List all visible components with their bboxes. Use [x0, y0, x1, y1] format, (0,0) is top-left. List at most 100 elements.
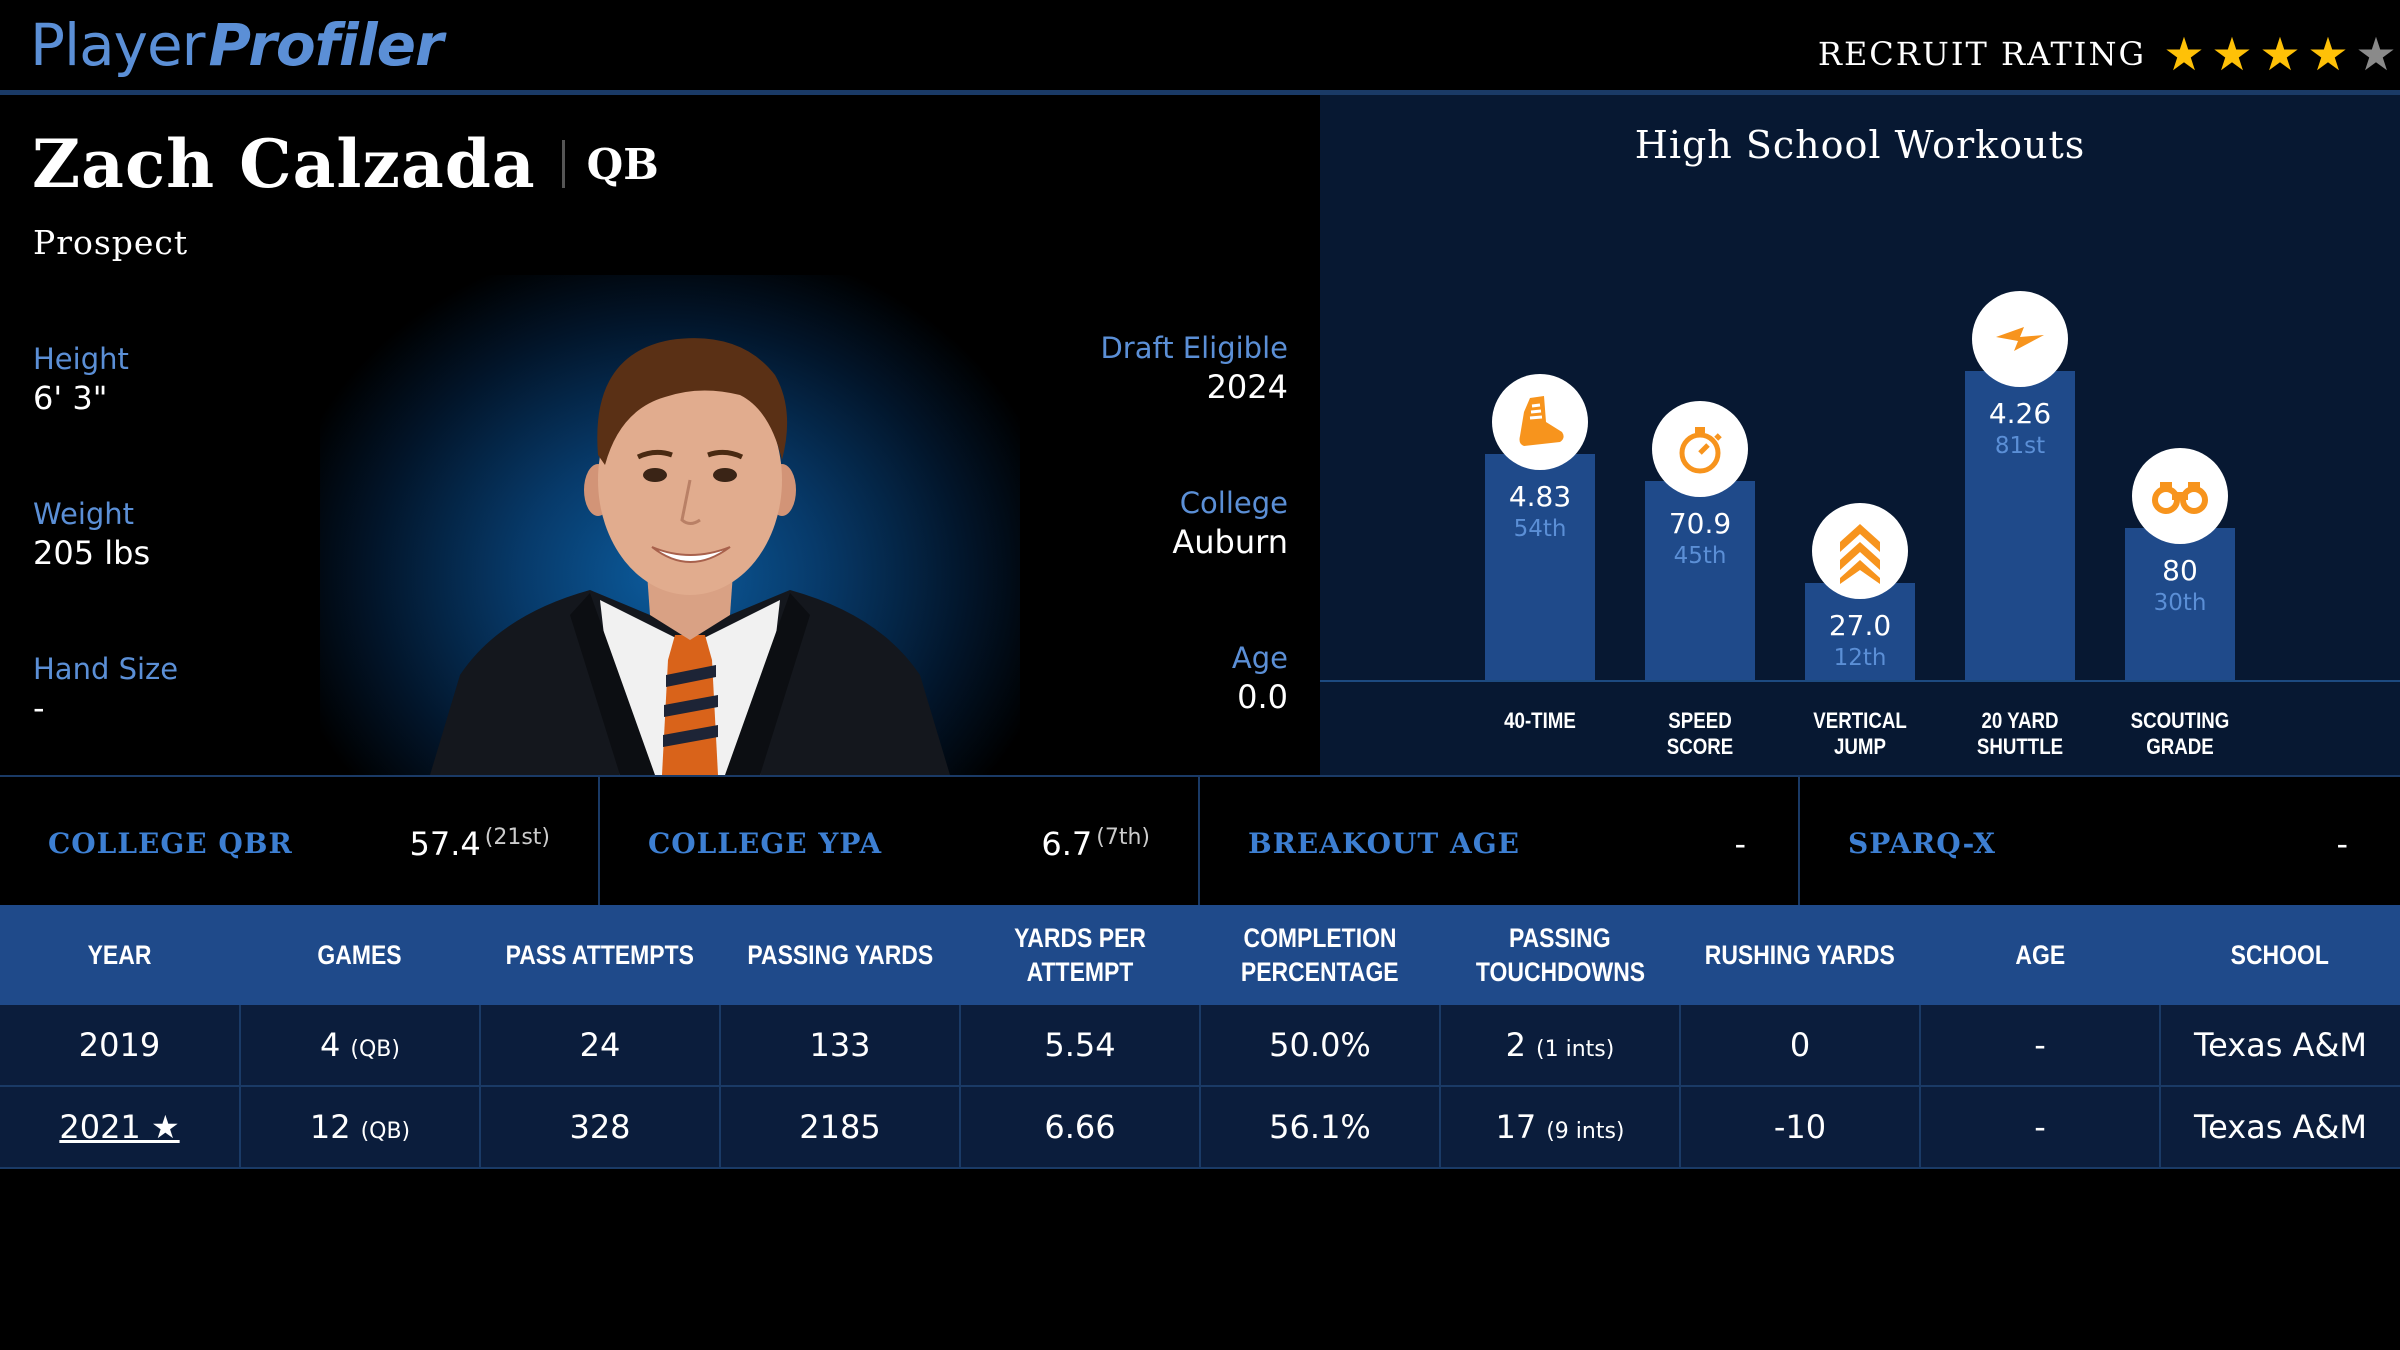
hand-size-stat: Hand Size -	[33, 650, 178, 728]
college-stats-table: YEAR GAMES PASS ATTEMPTS PASSING YARDS YARDS…	[0, 905, 2400, 1169]
workout-bar	[1645, 481, 1755, 680]
cell-ypa: 6.66	[960, 1086, 1201, 1169]
draft-eligible-label: Draft Eligible	[1100, 331, 1288, 365]
column-header-text: RUSHING YARDS	[1704, 940, 1896, 970]
workout-value: 4.26	[1988, 396, 2052, 430]
cell-passing-yards: 133	[720, 1005, 961, 1087]
star-filled-icon: ★	[2163, 27, 2205, 81]
name-divider	[561, 140, 565, 188]
column-header-text: COMPLETION	[1243, 923, 1397, 953]
age-stat: Age 0.0	[1232, 639, 1288, 717]
metric-number: -	[2336, 825, 2348, 863]
age-label: Age	[1231, 641, 1288, 675]
cell-value: Texas A&M	[2193, 1108, 2368, 1146]
star-filled-icon: ★	[2307, 27, 2349, 81]
column-header[interactable]: GAMES	[240, 905, 480, 1005]
column-header[interactable]: COMPLETION PERCENTAGE	[1200, 905, 1440, 1005]
workout-bar	[1805, 583, 1915, 680]
workouts-title: High School Workouts	[1634, 123, 2086, 167]
cell-value: 2185	[799, 1108, 881, 1146]
column-header[interactable]: YEAR	[0, 905, 240, 1005]
cell-year: 2019	[0, 1005, 241, 1087]
cell-rushing-yards: 0	[1680, 1005, 1921, 1087]
table-row: 2019 4 (QB) 24 133 5.54 50.0% 2 (1 ints) 0 - Texas …	[0, 1005, 2400, 1087]
player-photo	[430, 338, 950, 775]
cell-value: 2	[1505, 1026, 1527, 1064]
metric-value: 57.4 (21st)	[410, 825, 551, 863]
shoe-icon	[1492, 373, 1588, 470]
college-stat: College Auburn	[1172, 484, 1288, 562]
workout-percentile: 12th	[1833, 645, 1887, 672]
workout-label: 40-TIME	[1468, 708, 1613, 734]
cell-age: -	[1920, 1005, 2161, 1087]
workout-label-line: VERTICAL	[1813, 708, 1907, 733]
column-header[interactable]: RUSHING YARDS	[1680, 905, 1920, 1005]
table-body: 2019 4 (QB) 24 133 5.54 50.0% 2 (1 ints) 0 - Texas …	[0, 1005, 2400, 1169]
workout-value: 27.0	[1828, 609, 1892, 643]
cell-subtext: (QB)	[350, 1037, 400, 1062]
metric-label: BREAKOUT AGE	[1248, 827, 1520, 860]
column-header-text: AGE	[2015, 940, 2065, 970]
cell-value: -	[2034, 1108, 2046, 1146]
workout-label-line: SHUTTLE	[1976, 734, 2064, 759]
column-header-text: SCHOOL	[2230, 940, 2330, 970]
cell-pass-attempts: 24	[480, 1005, 721, 1087]
workout-bar	[1485, 453, 1595, 680]
workout-label-line: GRADE	[2146, 734, 2214, 759]
star-empty-icon: ★	[2355, 27, 2397, 81]
cell-value: 328	[569, 1108, 631, 1146]
player-panel: Zach Calzada QB Prospect Height 6' 3" We…	[0, 95, 1320, 775]
cell-value: 4	[320, 1026, 341, 1064]
workout-percentile: 54th	[1513, 515, 1567, 542]
column-header[interactable]: PASSING YARDS	[720, 905, 960, 1005]
column-header[interactable]: SCHOOL	[2160, 905, 2400, 1005]
cell-value: -	[2034, 1026, 2046, 1064]
cell-value: 2019	[78, 1026, 161, 1064]
column-header[interactable]: AGE	[1920, 905, 2160, 1005]
recruit-rating: RECRUIT RATING ★ ★ ★ ★ ★	[1818, 22, 2400, 86]
workout-label-line: 20 YARD	[1981, 708, 2059, 733]
workout-label: 20 YARD SHUTTLE	[1948, 708, 2093, 760]
recruit-rating-label: RECRUIT RATING	[1817, 35, 2146, 73]
height-label: Height	[33, 342, 129, 376]
cell-subtext: (9 ints)	[1546, 1119, 1625, 1144]
cell-value: 17	[1495, 1108, 1537, 1146]
metric-value: -	[2336, 825, 2352, 863]
column-header[interactable]: PASS ATTEMPTS	[480, 905, 720, 1005]
cell-completion: 56.1%	[1200, 1086, 1441, 1169]
column-header-text: GAMES	[317, 940, 403, 970]
cell-td: 17 (9 ints)	[1440, 1086, 1681, 1169]
logo-part-2: Profiler	[208, 11, 444, 79]
metric-breakout-age: BREAKOUT AGE -	[1200, 777, 1800, 907]
workouts-panel: High School Workouts 4.83 54th 40-TIME 70.9…	[1320, 95, 2400, 775]
workout-value: 80	[2162, 553, 2198, 587]
cell-value: 24	[579, 1026, 621, 1064]
workout-value: 70.9	[1668, 507, 1732, 541]
column-header-text: PASSING YARDS	[747, 940, 933, 970]
player-status: Prospect	[33, 223, 189, 262]
workout-label-line: 40-TIME	[1504, 708, 1576, 733]
chevrons-up-icon	[1812, 503, 1908, 600]
column-header[interactable]: YARDS PER ATTEMPT	[960, 905, 1200, 1005]
workout-label-line: SCORE	[1666, 734, 1734, 759]
table-header-row: YEAR GAMES PASS ATTEMPTS PASSING YARDS YARDS…	[0, 905, 2400, 1005]
workout-label-line: SPEED	[1668, 708, 1732, 733]
metric-rank: (21st)	[484, 825, 550, 850]
column-header-text: PASSING	[1509, 923, 1611, 953]
workout-percentile: 81st	[1994, 432, 2046, 459]
age-value: 0.0	[1237, 678, 1288, 716]
cell-pass-attempts: 328	[480, 1086, 721, 1169]
cell-value: 5.54	[1044, 1026, 1116, 1064]
column-header[interactable]: PASSING TOUCHDOWNS	[1440, 905, 1680, 1005]
player-profiler-logo[interactable]: PlayerProfiler	[30, 8, 444, 82]
metric-number: 57.4	[409, 825, 481, 863]
cell-games: 12 (QB)	[240, 1086, 481, 1169]
season-link[interactable]: 2021 ★	[59, 1108, 180, 1146]
metric-rank: (7th)	[1096, 825, 1150, 850]
metric-label: SPARQ-X	[1848, 827, 1996, 860]
workout-label: SPEED SCORE	[1628, 708, 1773, 760]
cell-ypa: 5.54	[960, 1005, 1201, 1087]
cell-subtext: (QB)	[360, 1119, 411, 1144]
workouts-baseline	[1320, 680, 2400, 682]
workout-bar	[2125, 527, 2235, 680]
